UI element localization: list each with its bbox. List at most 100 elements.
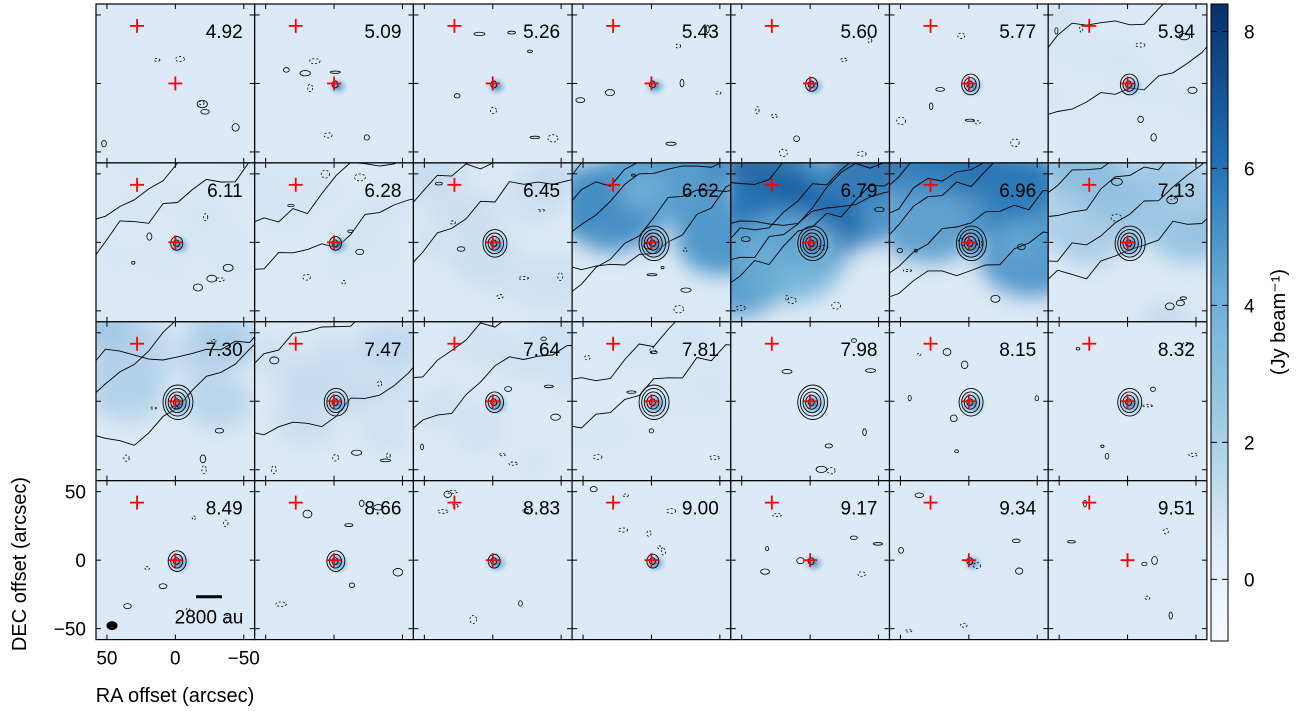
noise-contour bbox=[496, 294, 504, 299]
source-contour bbox=[165, 388, 191, 417]
source-marker bbox=[764, 336, 779, 351]
source-marker bbox=[447, 495, 462, 510]
noise-contour bbox=[902, 269, 913, 273]
noise-contour bbox=[1165, 302, 1175, 311]
noise-contour bbox=[935, 87, 945, 92]
contour-line bbox=[1048, 162, 1110, 194]
source-marker bbox=[130, 177, 145, 192]
noise-contour bbox=[575, 97, 586, 104]
channel-panel: 5.94 bbox=[1047, 3, 1208, 164]
channel-panel: 6.96 bbox=[888, 162, 1049, 323]
channel-panel: 6.62 bbox=[571, 162, 732, 323]
noise-contour bbox=[557, 272, 564, 281]
noise-contour bbox=[831, 301, 842, 310]
source-marker bbox=[644, 235, 659, 250]
source-contour bbox=[966, 80, 974, 89]
noise-contour bbox=[657, 545, 663, 550]
contour-line bbox=[96, 335, 255, 362]
noise-contour bbox=[200, 108, 210, 115]
source-marker bbox=[130, 18, 145, 33]
contour-line bbox=[572, 344, 731, 429]
noise-contour bbox=[214, 427, 225, 434]
source-contour bbox=[490, 80, 498, 89]
noise-contour bbox=[302, 509, 313, 519]
noise-contour bbox=[507, 30, 516, 35]
noise-contour bbox=[735, 305, 746, 311]
velocity-label: 8.49 bbox=[206, 499, 243, 520]
noise-contour bbox=[287, 203, 295, 208]
panel-ticks bbox=[1048, 162, 1207, 322]
velocity-label: 6.62 bbox=[682, 181, 719, 202]
contour-line bbox=[572, 321, 677, 382]
velocity-label: 7.81 bbox=[682, 340, 719, 361]
extended-emission bbox=[1048, 162, 1207, 322]
noise-contour bbox=[755, 106, 760, 115]
panel-ticks bbox=[96, 480, 255, 640]
velocity-label: 5.60 bbox=[841, 22, 878, 43]
source-contour bbox=[638, 225, 670, 262]
colorbar: 0 2 4 6 8 (Jy beam⁻¹) bbox=[1210, 3, 1290, 642]
source-contour bbox=[331, 557, 339, 566]
velocity-label: 8.66 bbox=[364, 499, 401, 520]
noise-contour bbox=[683, 247, 688, 253]
contour-line bbox=[889, 162, 985, 214]
x-tick-label: −50 bbox=[228, 649, 260, 670]
source-marker bbox=[1120, 394, 1135, 409]
noise-contour bbox=[275, 601, 287, 607]
velocity-label: 5.43 bbox=[682, 22, 719, 43]
channel-panel: 4.92 bbox=[95, 3, 256, 164]
noise-contour bbox=[434, 181, 443, 186]
source-marker bbox=[288, 495, 303, 510]
contour-line bbox=[730, 162, 851, 240]
noise-contour bbox=[518, 600, 523, 607]
contour-line bbox=[413, 162, 495, 203]
noise-contour bbox=[380, 458, 391, 463]
noise-contour bbox=[872, 542, 883, 546]
noise-contour bbox=[778, 148, 788, 157]
noise-contour bbox=[123, 603, 132, 610]
noise-contour bbox=[282, 67, 290, 73]
source-contour bbox=[807, 557, 815, 566]
y-tick-label: 0 bbox=[75, 551, 86, 572]
noise-contour bbox=[363, 134, 370, 141]
noise-contour bbox=[1163, 528, 1169, 535]
noise-contour bbox=[144, 566, 151, 570]
noise-contour bbox=[1151, 556, 1158, 565]
source-contour bbox=[172, 557, 180, 566]
velocity-label: 7.30 bbox=[206, 340, 243, 361]
source-contour bbox=[331, 239, 339, 248]
noise-contour bbox=[215, 277, 225, 282]
source-marker bbox=[447, 177, 462, 192]
noise-contour bbox=[904, 629, 913, 633]
panel-ticks bbox=[572, 162, 731, 322]
source-marker bbox=[606, 336, 621, 351]
source-marker bbox=[606, 495, 621, 510]
noise-contour bbox=[772, 513, 782, 517]
noise-contour bbox=[857, 571, 866, 578]
panel-ticks bbox=[254, 480, 414, 640]
noise-contour bbox=[1150, 133, 1157, 142]
noise-contour bbox=[850, 338, 857, 343]
extended-emission bbox=[1048, 4, 1207, 123]
channel-panel: 6.79 bbox=[730, 162, 891, 323]
source-contour bbox=[966, 557, 974, 566]
extended-emission bbox=[413, 321, 573, 477]
x-tick-label: 0 bbox=[170, 649, 181, 670]
velocity-label: 7.98 bbox=[841, 340, 878, 361]
source-marker bbox=[168, 553, 183, 568]
noise-contour bbox=[358, 499, 365, 507]
source-contour bbox=[329, 394, 342, 410]
noise-contour bbox=[1010, 138, 1020, 148]
panel-ticks bbox=[254, 162, 414, 322]
extended-emission bbox=[96, 162, 255, 283]
noise-contour bbox=[469, 615, 477, 624]
source-contour bbox=[961, 391, 981, 414]
noise-contour bbox=[456, 246, 466, 252]
source-contour bbox=[329, 553, 342, 569]
noise-contour bbox=[1054, 27, 1059, 35]
source-marker bbox=[130, 495, 145, 510]
channel-panel: 9.00 bbox=[571, 480, 732, 641]
noise-contour bbox=[1017, 243, 1026, 251]
source-marker bbox=[447, 18, 462, 33]
source-marker bbox=[1082, 18, 1097, 33]
